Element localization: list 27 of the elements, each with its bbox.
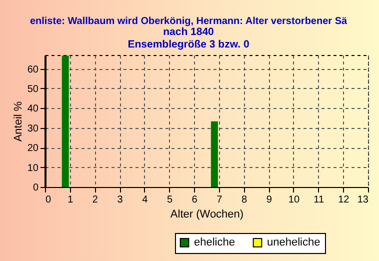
x-tick-label: 12: [338, 194, 350, 206]
legend-label: uneheliche: [267, 236, 320, 249]
x-tick-label: 8: [241, 194, 248, 206]
x-tick-label: 5: [166, 194, 173, 206]
x-axis-title: Alter (Wochen): [170, 208, 244, 220]
x-tick-label: 0: [46, 194, 52, 206]
y-axis-title: Anteil %: [12, 101, 24, 142]
x-tick-label: 2: [92, 194, 98, 206]
x-tick-label: 13: [357, 194, 369, 206]
x-tick-label: 7: [216, 194, 223, 206]
x-tick-label: 10: [288, 194, 300, 206]
x-tick-label: 6: [192, 194, 198, 206]
y-tick-label: 60: [27, 64, 39, 76]
y-tick-label: 10: [27, 162, 39, 174]
y-tick-label: 30: [27, 123, 39, 134]
x-tick-label: 11: [314, 194, 324, 206]
x-tick-label: 4: [142, 194, 148, 206]
x-tick-label: 1: [68, 194, 74, 206]
y-tick-label: 20: [27, 143, 39, 154]
x-tick-label: 3: [117, 194, 124, 206]
y-tick-label: 50: [27, 84, 39, 95]
x-tick-label: 9: [266, 194, 272, 206]
legend-label: eheliche: [194, 236, 235, 249]
y-tick-label: 40: [27, 104, 39, 115]
chart-title: enliste: Wallbaum wird Oberkönig, Hermann: Alter verstorbener Sä: [30, 16, 348, 27]
y-tick-label: 0: [32, 182, 39, 194]
chart-subtitle: nach 1840 Ensemblegröße 3 bzw. 0: [128, 26, 250, 50]
